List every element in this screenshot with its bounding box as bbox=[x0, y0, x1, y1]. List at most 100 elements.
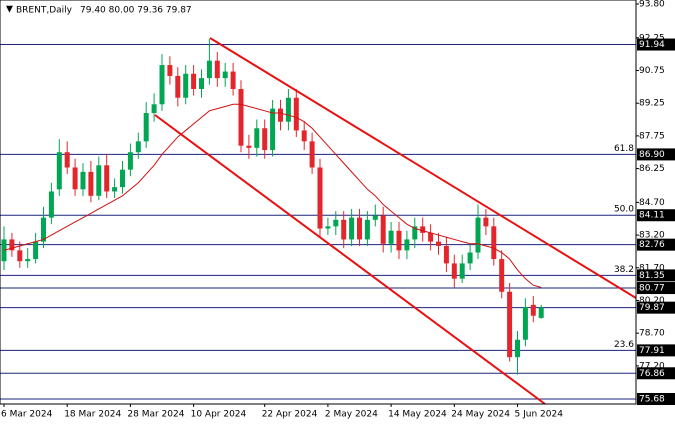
level-label: 76.86 bbox=[639, 369, 665, 379]
level-box bbox=[637, 238, 675, 251]
y-tick-label: 81.70 bbox=[639, 263, 665, 273]
level-box bbox=[637, 367, 675, 380]
level-label: 75.68 bbox=[639, 395, 665, 405]
candle-body bbox=[143, 112, 149, 142]
candle-body bbox=[104, 165, 110, 192]
level-box bbox=[637, 209, 675, 222]
candle-body bbox=[420, 226, 426, 233]
y-tick-label: 89.25 bbox=[639, 99, 665, 109]
fib-label: 38.2 bbox=[614, 265, 634, 275]
candle-body bbox=[56, 152, 62, 190]
candle-body bbox=[151, 104, 157, 113]
candle-body bbox=[325, 226, 331, 229]
candle-body bbox=[451, 263, 457, 279]
candle-body bbox=[80, 171, 86, 190]
candle-body bbox=[33, 241, 39, 260]
candle-body bbox=[436, 241, 441, 246]
x-tick-label: 24 May 2024 bbox=[451, 410, 510, 420]
y-tick-label: 78.70 bbox=[639, 329, 665, 339]
candle-body bbox=[491, 226, 497, 260]
candle-body bbox=[206, 60, 212, 79]
candle-body bbox=[475, 217, 481, 253]
candle-body bbox=[333, 219, 339, 227]
x-tick-label: 18 Mar 2024 bbox=[64, 410, 121, 420]
candle-body bbox=[238, 89, 244, 146]
candle-body bbox=[25, 259, 31, 262]
level-box bbox=[637, 148, 675, 161]
channel-upper bbox=[209, 37, 637, 299]
x-tick-label: 28 Mar 2024 bbox=[127, 410, 184, 420]
candle-body bbox=[262, 128, 268, 151]
level-label: 82.76 bbox=[639, 240, 665, 250]
level-label: 80.77 bbox=[639, 284, 665, 294]
levels bbox=[0, 44, 636, 400]
fib-label: 23.6 bbox=[614, 340, 634, 350]
candle-body bbox=[499, 259, 505, 292]
candle-body bbox=[72, 167, 78, 190]
fib-label: 61.8 bbox=[614, 144, 634, 154]
candle-body bbox=[120, 169, 125, 188]
candle-body bbox=[349, 217, 355, 240]
candle-body bbox=[388, 230, 394, 244]
candle-body bbox=[230, 71, 236, 90]
candle-body bbox=[443, 245, 449, 264]
level-label: 84.11 bbox=[639, 211, 665, 221]
x-tick-label: 2 May 2024 bbox=[325, 410, 378, 420]
candle-body bbox=[191, 73, 197, 90]
candle-body bbox=[214, 60, 220, 79]
candle-body bbox=[199, 78, 204, 90]
menu-triangle: ▼ bbox=[6, 5, 13, 15]
candle-body bbox=[301, 130, 307, 142]
candle-body bbox=[159, 65, 165, 105]
level-box bbox=[637, 38, 675, 51]
candle-body bbox=[530, 304, 536, 316]
candle-body bbox=[372, 215, 378, 220]
candle-body bbox=[278, 108, 283, 122]
level-box bbox=[637, 393, 675, 405]
level-box bbox=[637, 282, 675, 295]
candle-body bbox=[167, 65, 173, 76]
candle-body bbox=[380, 215, 386, 244]
candle-body bbox=[522, 307, 528, 340]
candle-body bbox=[538, 307, 544, 318]
y-tick-label: 92.25 bbox=[639, 33, 665, 43]
candle-body bbox=[183, 73, 189, 98]
candle-body bbox=[285, 97, 291, 122]
candle-body bbox=[483, 217, 489, 227]
level-box bbox=[637, 344, 675, 357]
candle-body bbox=[88, 171, 94, 196]
x-tick-label: 22 Apr 2024 bbox=[262, 410, 318, 420]
x-tick-label: 6 Mar 2024 bbox=[1, 410, 53, 420]
candle-body bbox=[17, 250, 23, 262]
candle-body bbox=[41, 217, 46, 242]
candle-body bbox=[507, 291, 513, 358]
candle-body bbox=[96, 165, 102, 196]
candle-body bbox=[246, 145, 252, 148]
candle-body bbox=[317, 167, 323, 229]
x-tick-label: 10 Apr 2024 bbox=[191, 410, 247, 420]
y-tick-label: 80.20 bbox=[639, 296, 665, 306]
candle-body bbox=[135, 141, 141, 153]
x-tick-label: 14 May 2024 bbox=[388, 410, 447, 420]
candle-body bbox=[364, 219, 370, 240]
level-label: 77.91 bbox=[639, 346, 665, 356]
channel-lower bbox=[154, 114, 546, 405]
candle-body bbox=[254, 128, 260, 148]
candle-body bbox=[309, 141, 315, 168]
candle-body bbox=[412, 226, 418, 240]
candle-body bbox=[127, 152, 133, 170]
y-tick-label: 86.25 bbox=[639, 164, 665, 174]
candle-body bbox=[222, 71, 228, 79]
level-label: 86.90 bbox=[639, 150, 665, 160]
y-tick-label: 77.20 bbox=[639, 361, 665, 371]
candle-body bbox=[270, 108, 276, 151]
candle-body bbox=[112, 187, 118, 192]
candle-body bbox=[357, 217, 362, 240]
chart-title: BRENT,Daily bbox=[16, 6, 73, 16]
moving-average bbox=[3, 103, 542, 288]
y-tick-label: 87.75 bbox=[639, 131, 665, 141]
level-box bbox=[637, 301, 675, 314]
